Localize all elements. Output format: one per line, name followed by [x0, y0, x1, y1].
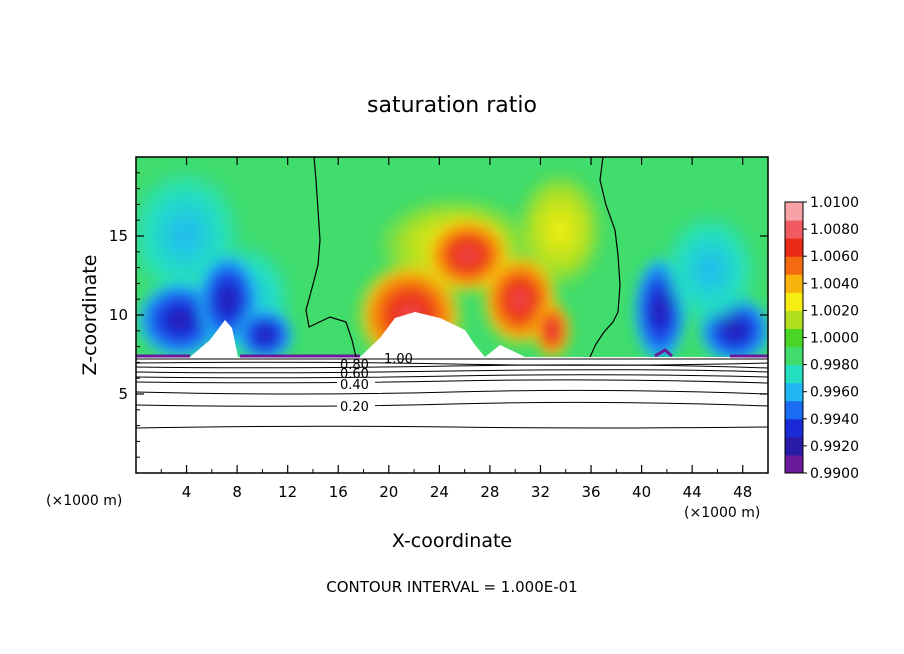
- colorbar-tick-label: 0.9900: [810, 466, 859, 482]
- y-axis-ticks: 5 10 15: [109, 172, 768, 458]
- field-blobs: [136, 165, 768, 370]
- contour-label-060: 0.60: [340, 367, 369, 382]
- colorbar-tick-label: 0.9940: [810, 412, 859, 428]
- colorbar-tick-label: 1.0040: [810, 276, 859, 292]
- y-tick-label: 5: [118, 385, 128, 403]
- colorbar: 0.9900 0.9920 0.9940 0.9960 0.9980 1.0000 1.00…: [784, 195, 859, 482]
- colorbar-swatch: [785, 436, 803, 456]
- colorbar-swatch: [785, 310, 803, 329]
- colorbar-swatch: [785, 292, 803, 311]
- x-tick-label: 48: [733, 483, 752, 501]
- x-tick-label: 44: [683, 483, 702, 501]
- x-tick-label: 36: [581, 483, 600, 501]
- colorbar-swatch: [785, 238, 803, 257]
- colorbar-tick-label: 0.9960: [810, 385, 859, 401]
- x-axis-label: X-coordinate: [392, 530, 512, 552]
- colorbar-swatch: [785, 202, 803, 221]
- colorbar-swatch: [785, 220, 803, 239]
- contour-labels: 0.20 0.40 0.60 0.80 1.00: [337, 352, 413, 415]
- y-axis-unit: (×1000 m): [46, 493, 122, 509]
- colorbar-swatch: [785, 382, 803, 402]
- contour-label-080: 0.80: [340, 358, 369, 373]
- x-tick-label: 12: [278, 483, 297, 501]
- y-tick-label: 10: [109, 306, 128, 324]
- colorbar-tick-label: 1.0100: [810, 195, 859, 211]
- contour-label-040: 0.40: [340, 378, 369, 393]
- x-tick-label: 28: [480, 483, 499, 501]
- colorbar-swatch: [785, 346, 803, 366]
- colorbar-tick-label: 1.0080: [810, 222, 859, 238]
- contour-interval-text: CONTOUR INTERVAL = 1.000E-01: [326, 578, 577, 596]
- colorbar-tick-label: 1.0020: [810, 303, 859, 319]
- y-tick-label: 15: [109, 227, 128, 245]
- colorbar-labels: 0.9900 0.9920 0.9940 0.9960 0.9980 1.0000 1.00…: [803, 195, 859, 482]
- colorbar-tick-label: 1.0060: [810, 249, 859, 265]
- colorbar-swatches: [785, 202, 803, 474]
- x-axis-ticks: 4 8 12 16 20 24 28 32 36 40 44 48: [160, 157, 752, 501]
- x-axis-unit: (×1000 m): [684, 505, 760, 521]
- x-tick-label: 24: [430, 483, 449, 501]
- colorbar-swatch: [785, 256, 803, 275]
- colorbar-swatch: [785, 418, 803, 438]
- colorbar-tick-label: 0.9980: [810, 358, 859, 374]
- x-tick-label: 32: [531, 483, 550, 501]
- contour-label-020: 0.20: [340, 400, 369, 415]
- x-tick-label: 8: [232, 483, 242, 501]
- contour-1-right: [589, 157, 621, 358]
- x-tick-label: 16: [329, 483, 348, 501]
- colorbar-swatch: [785, 328, 803, 348]
- y-axis-label: Z-coordinate: [79, 255, 101, 376]
- contour-label-100: 1.00: [384, 352, 413, 367]
- cloud-base-fringe: [136, 348, 768, 358]
- chart-title: saturation ratio: [367, 93, 537, 118]
- colorbar-swatch: [785, 400, 803, 420]
- contour-1-left: [305, 157, 357, 358]
- x-tick-label: 40: [632, 483, 651, 501]
- heatmap-field: [136, 157, 768, 473]
- colorbar-swatch: [785, 454, 803, 474]
- x-tick-label: 20: [379, 483, 398, 501]
- x-tick-label: 4: [182, 483, 192, 501]
- colorbar-swatch: [785, 274, 803, 293]
- colorbar-swatch: [785, 364, 803, 384]
- colorbar-tick-label: 1.0000: [810, 331, 859, 347]
- subcloud-contours: [136, 358, 768, 429]
- plot-area: 0.20 0.40 0.60 0.80 1.00 4 8 12 16 20 24 28 32 3…: [109, 156, 769, 501]
- colorbar-tick-label: 0.9920: [810, 439, 859, 455]
